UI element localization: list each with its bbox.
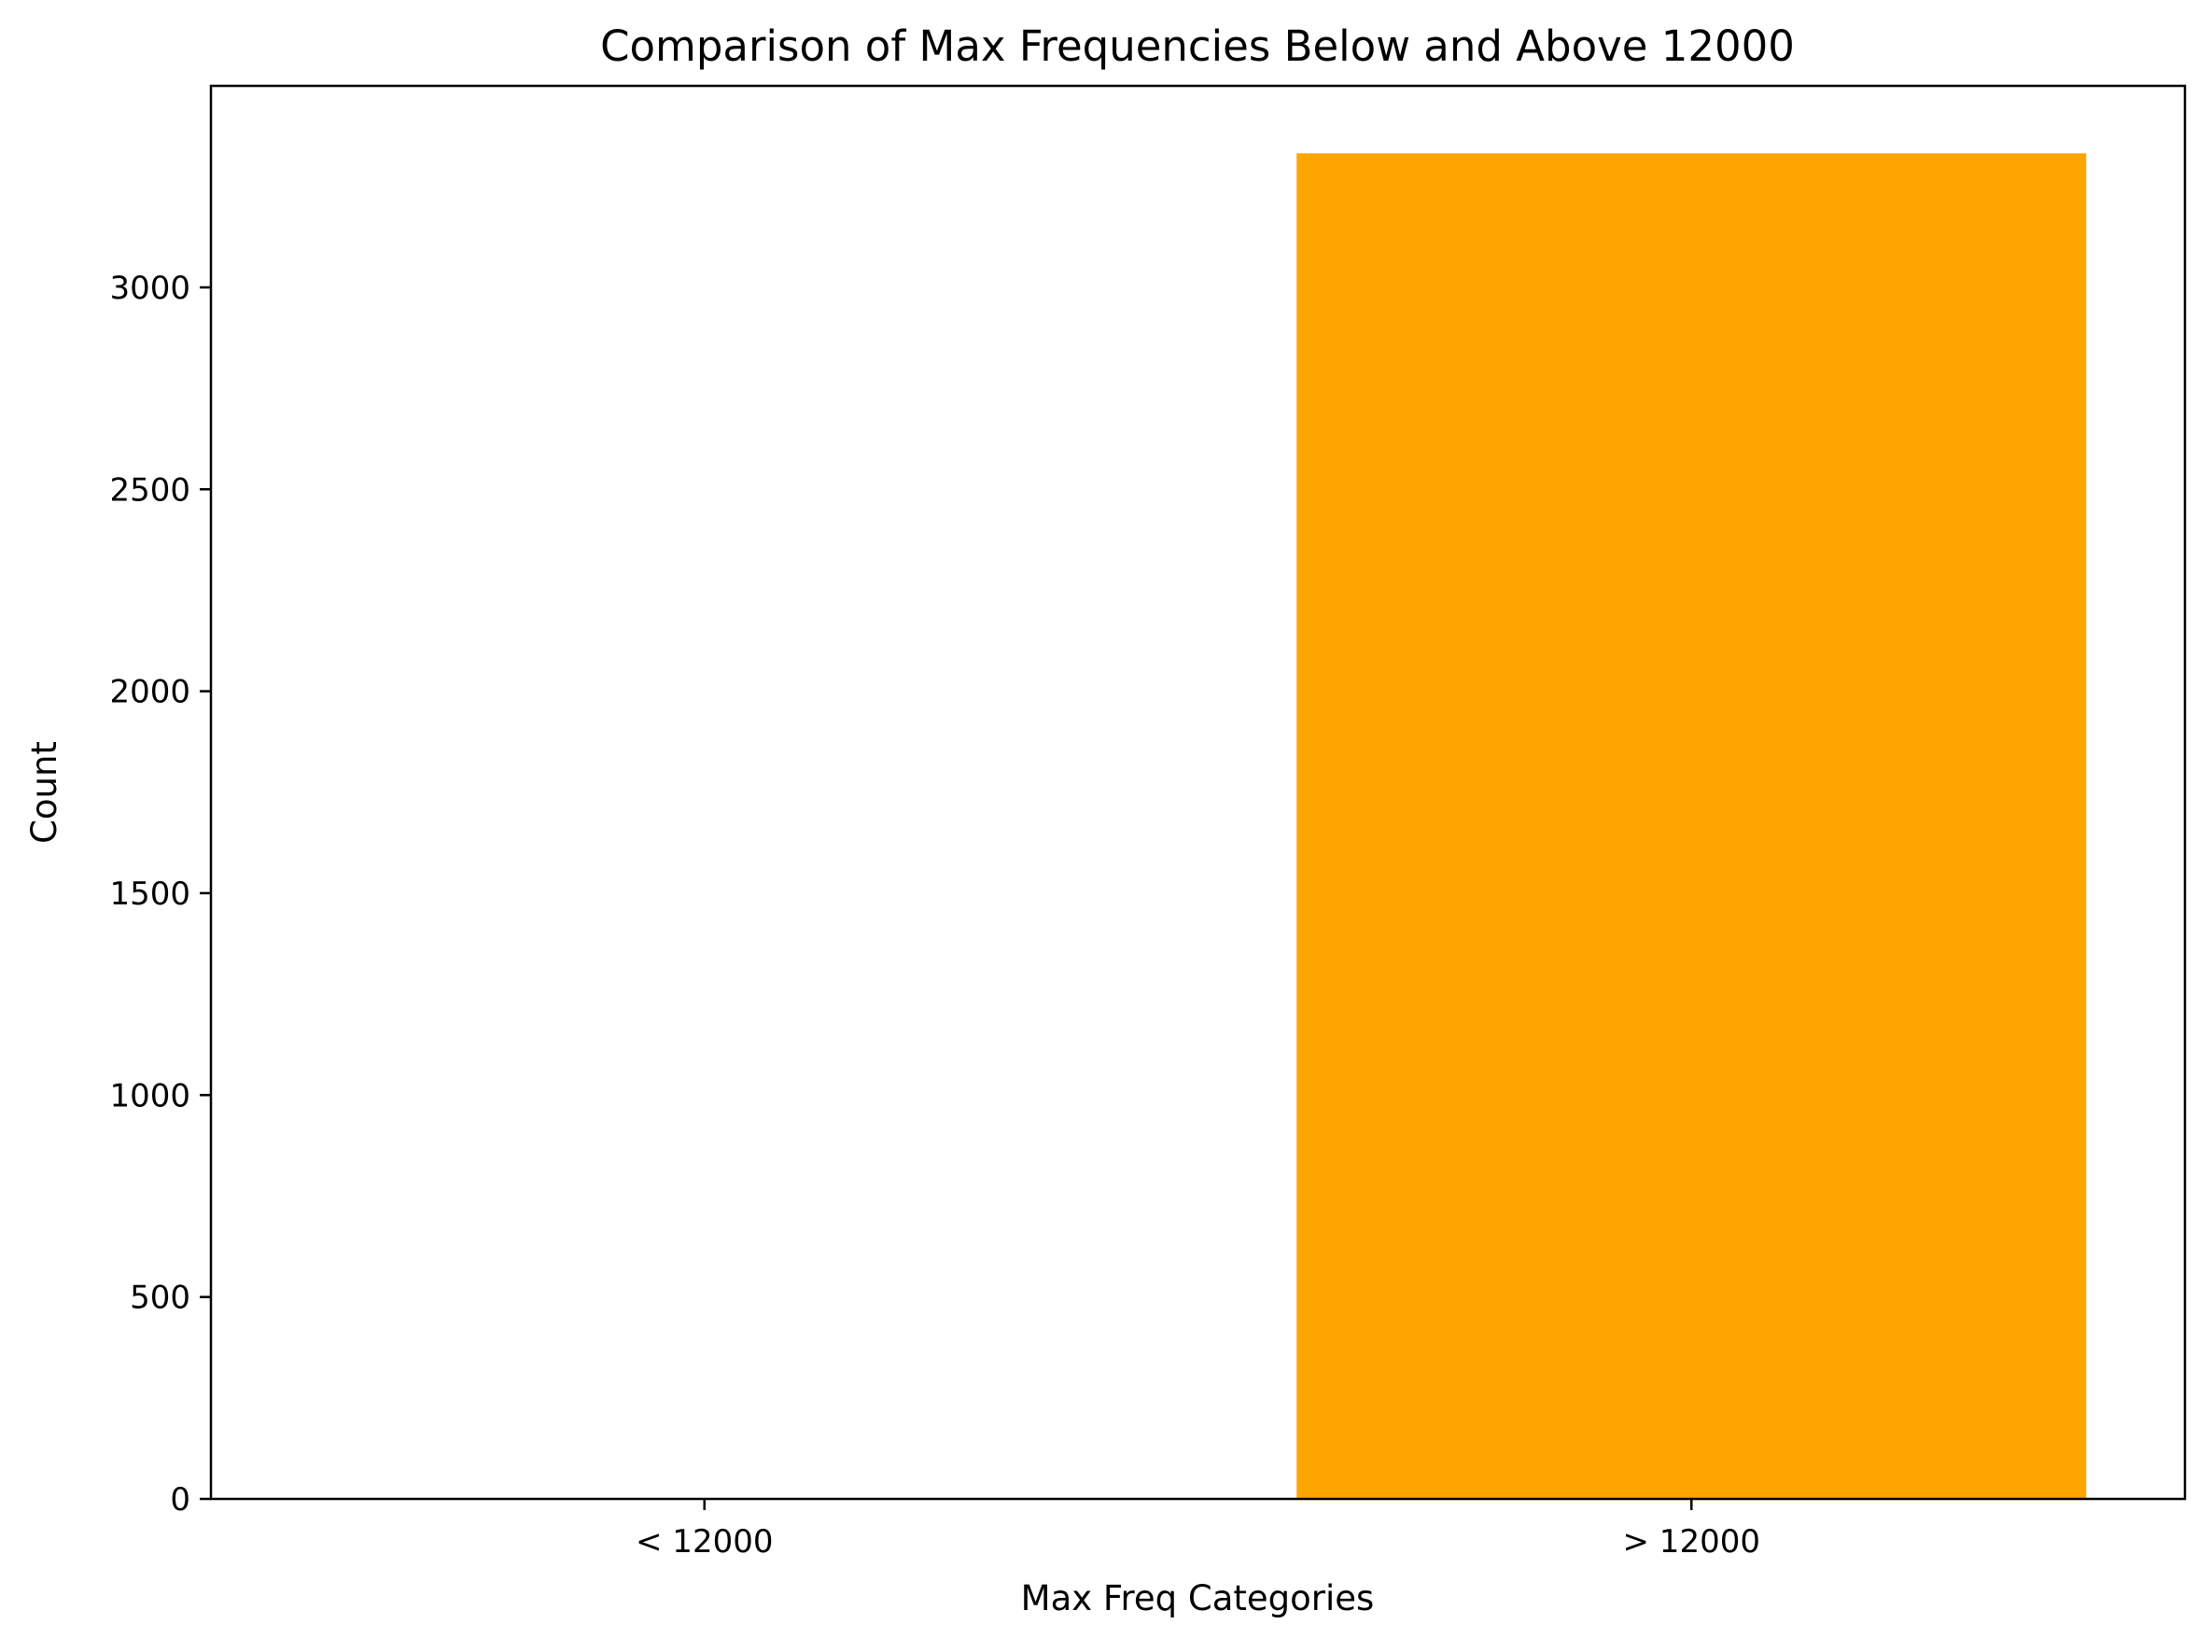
y-tick-label-2: 1000 xyxy=(109,1077,190,1114)
bars-layer xyxy=(1296,153,2087,1500)
y-axis-label: Count xyxy=(24,741,64,844)
plot-frame xyxy=(209,84,2187,1501)
x-tick-label-1: > 12000 xyxy=(1623,1523,1760,1561)
y-tick-label-1: 500 xyxy=(130,1280,190,1317)
y-tick-label-4: 2000 xyxy=(109,674,190,711)
x-axis-label: Max Freq Categories xyxy=(1021,1578,1375,1618)
chart-title: Comparison of Max Frequencies Below and … xyxy=(600,21,1795,71)
y-tick-label-0: 0 xyxy=(170,1481,190,1519)
bar-1 xyxy=(1296,153,2087,1500)
x-tick-label-0: < 12000 xyxy=(636,1523,773,1561)
x-axis-ticks: < 12000 > 12000 xyxy=(636,1499,1760,1561)
y-tick-label-5: 2500 xyxy=(109,471,190,509)
y-tick-label-6: 3000 xyxy=(109,270,190,307)
y-axis-ticks: 0 500 1000 1500 2000 2500 3000 xyxy=(109,270,211,1519)
y-tick-label-3: 1500 xyxy=(109,875,190,913)
